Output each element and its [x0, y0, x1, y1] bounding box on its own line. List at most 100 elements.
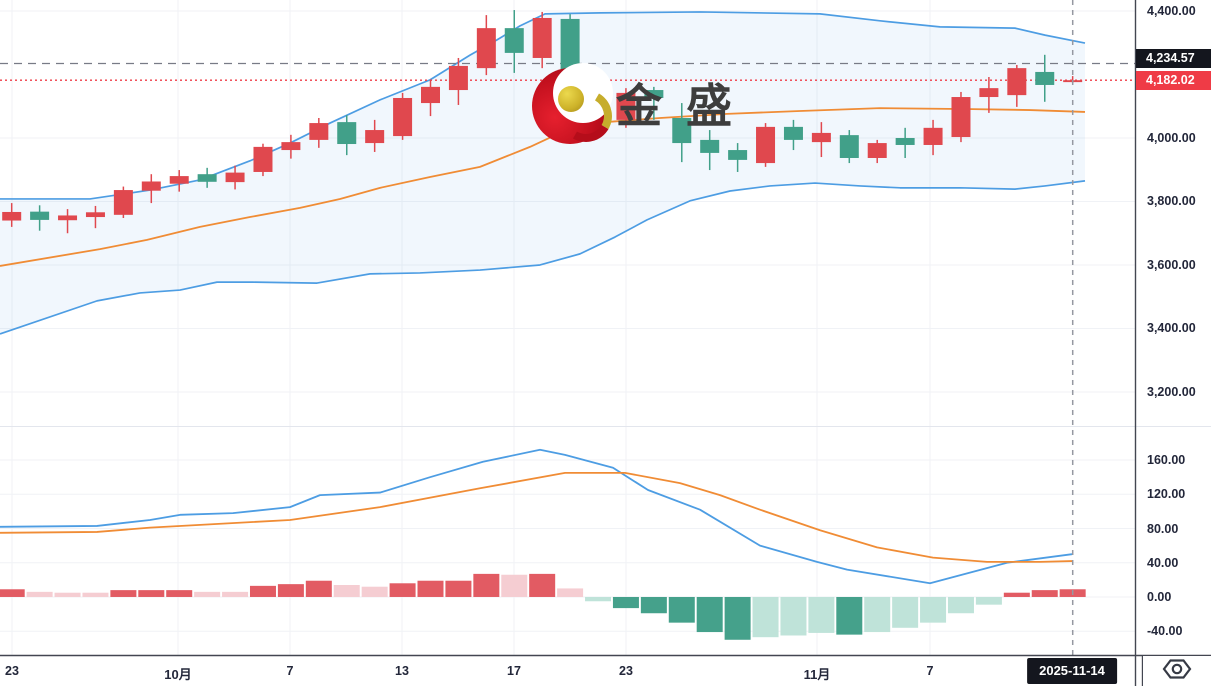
price-axis-label: 3,600.00: [1147, 257, 1196, 272]
macd-histogram-bar: [501, 574, 528, 597]
macd-histogram-bar: [389, 583, 416, 597]
macd-histogram-bar: [333, 584, 360, 597]
candle-body: [281, 142, 301, 151]
macd-histogram-bar: [612, 596, 639, 609]
macd-histogram-bar: [305, 580, 332, 597]
candle-body: [58, 215, 78, 221]
current-price-badge: 4,182.02: [1136, 70, 1211, 90]
macd-axis-label: 120.00: [1147, 487, 1186, 502]
candle-body: [1007, 68, 1027, 96]
macd-histogram-bar: [947, 596, 974, 614]
macd-histogram-bar: [585, 596, 612, 602]
bollinger-upper-line: [0, 11, 1086, 200]
candle-body: [85, 212, 105, 218]
macd-histogram-bar: [0, 589, 25, 597]
time-axis-tick: 17: [507, 664, 521, 678]
macd-histogram-bar: [361, 586, 388, 597]
macd-histogram-bar: [696, 596, 723, 633]
candle-body: [197, 174, 217, 182]
candle-body: [504, 28, 524, 53]
macd-axis-label: 40.00: [1147, 555, 1179, 570]
candle-body: [867, 143, 887, 158]
macd-histogram-bar: [529, 573, 556, 597]
macd-histogram-bar: [82, 592, 109, 597]
candle-body: [309, 123, 329, 140]
macd-histogram-bar: [975, 596, 1002, 605]
candle-body: [225, 172, 245, 183]
macd-histogram-bar: [26, 591, 53, 597]
candle-body: [365, 130, 385, 144]
time-axis-tick: 23: [619, 664, 633, 678]
bollinger-fill: [0, 11, 1085, 334]
candle-body: [839, 135, 859, 158]
candle-body: [30, 211, 50, 220]
watermark-logo: 金 盛: [532, 63, 737, 148]
crescent-logo-icon: [532, 63, 618, 148]
time-axis-tick: 7: [286, 664, 294, 678]
eye-icon: [1162, 658, 1192, 685]
chart-visibility-button[interactable]: [1143, 656, 1211, 686]
macd-histogram-bar: [752, 596, 779, 638]
price-axis-label: 4,000.00: [1147, 130, 1196, 145]
candle-body: [141, 181, 161, 191]
candle-body: [421, 86, 440, 104]
candle-body: [1035, 71, 1055, 85]
macd-histogram-bar: [417, 580, 444, 597]
watermark-text: 金 盛: [616, 79, 737, 133]
macd-histogram-bar: [54, 592, 81, 597]
current-date-badge: 2025-11-14: [1027, 658, 1117, 684]
candle-body: [393, 97, 413, 137]
time-axis-tick: 7: [926, 664, 934, 678]
macd-histogram-bar: [780, 596, 807, 636]
candle-body: [337, 122, 357, 145]
price-axis-label: 4,400.00: [1147, 3, 1196, 18]
macd-histogram-bar: [1003, 592, 1030, 597]
macd-axis-label: 160.00: [1147, 453, 1186, 468]
macd-histogram-bar: [222, 591, 249, 597]
macd-histogram-bar: [864, 596, 891, 633]
macd-histogram-bar: [920, 596, 947, 623]
candle-body: [476, 28, 496, 69]
candle-body: [113, 190, 133, 215]
candle-body: [756, 126, 776, 164]
last-level-price-badge: 4,234.57: [1136, 48, 1211, 68]
macd-histogram-bar: [277, 584, 304, 597]
candle-body: [532, 17, 552, 58]
time-axis-tick: 11月: [803, 667, 831, 682]
macd-histogram-bar: [836, 596, 863, 635]
candle-body: [448, 65, 468, 91]
candle-body: [923, 127, 943, 145]
macd-dif-line: [0, 448, 1073, 585]
macd-histogram-bar: [249, 585, 276, 597]
macd-axis-label: 0.00: [1147, 589, 1172, 604]
candle-body: [169, 176, 189, 184]
macd-axis-label: -40.00: [1147, 624, 1183, 639]
price-axis-label: 3,800.00: [1147, 194, 1196, 209]
macd-histogram-bar: [1031, 590, 1058, 597]
macd-histogram-bar: [445, 580, 472, 597]
candle-body: [951, 97, 971, 138]
candle-body: [253, 146, 273, 172]
macd-histogram-bar: [640, 596, 667, 614]
macd-histogram-bar: [110, 590, 137, 597]
time-axis-tick: 23: [5, 664, 19, 678]
macd-axis-label: 80.00: [1147, 521, 1179, 536]
macd-histogram-bar: [194, 591, 221, 597]
time-axis-tick: 10月: [164, 667, 192, 682]
macd-histogram-bar: [138, 590, 165, 597]
candle-body: [728, 150, 748, 160]
time-axis-tick: 13: [395, 664, 409, 678]
macd-dea-line: [0, 471, 1073, 563]
candle-body: [700, 139, 720, 153]
price-axis-label: 3,200.00: [1147, 384, 1196, 399]
bollinger-middle-line: [0, 107, 1086, 267]
price-axis-label: 3,400.00: [1147, 321, 1196, 336]
candle-body: [783, 126, 803, 140]
macd-histogram-bar: [473, 573, 500, 597]
candle-body: [2, 211, 22, 221]
macd-histogram-bar: [892, 596, 919, 628]
candle-body: [811, 132, 831, 143]
candle-body: [672, 117, 692, 144]
